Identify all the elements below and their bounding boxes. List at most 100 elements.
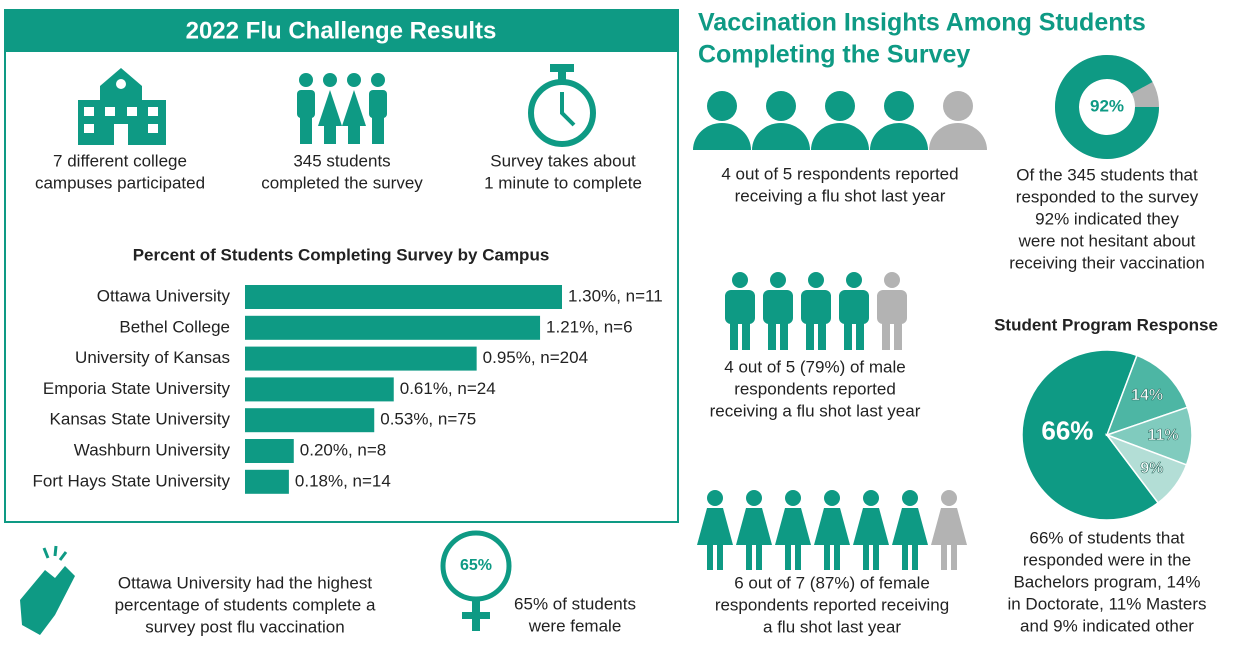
value-label: 1.30%, n=11 — [568, 286, 663, 305]
person-body — [870, 123, 928, 150]
highlight-text: Ottawa University had the highest — [118, 573, 372, 592]
female-head — [941, 490, 957, 506]
insights-title: Completing the Survey — [698, 41, 970, 69]
female-symbol: 65% — [440, 530, 512, 631]
results-title: 2022 Flu Challenge Results — [186, 17, 497, 44]
stat-text: Survey takes about — [490, 151, 636, 170]
pie-title: Student Program Response — [994, 315, 1218, 334]
pie-slice — [1104, 433, 1188, 504]
category-label: Ottawa University — [97, 286, 231, 305]
clap-icon — [20, 545, 75, 635]
male-leg — [844, 320, 852, 350]
insight-text: 4 out of 5 (79%) of male — [724, 357, 905, 376]
female-share-text: 65% of students — [514, 594, 636, 613]
person-head — [943, 91, 973, 121]
female-dress — [814, 508, 850, 545]
female-head — [785, 490, 801, 506]
bar — [245, 315, 541, 340]
insight-text: receiving a flu shot last year — [735, 186, 946, 205]
person-body — [929, 123, 987, 150]
bar — [245, 285, 562, 309]
female-leg — [951, 544, 957, 570]
female-badge: 65% — [460, 557, 492, 574]
bar — [245, 408, 375, 433]
insight-text: responded to the survey — [1016, 187, 1199, 206]
pie-label: 14% — [1131, 387, 1163, 404]
results-header — [5, 10, 678, 52]
insight-text: respondents reported — [734, 379, 896, 398]
male-leg — [818, 320, 826, 350]
person-body — [752, 123, 810, 150]
male-leg — [742, 320, 750, 350]
male-head — [808, 272, 824, 288]
female-head — [824, 490, 840, 506]
pie-slice — [1021, 349, 1160, 521]
category-label: Fort Hays State University — [33, 471, 231, 490]
insight-text: Of the 345 students that — [1016, 165, 1198, 184]
female-leg — [785, 544, 791, 570]
female-dress — [892, 508, 928, 545]
pie-label: 9% — [1140, 460, 1163, 477]
female-leg — [902, 544, 908, 570]
female-leg — [824, 544, 830, 570]
male-leg — [730, 320, 738, 350]
male-leg — [806, 320, 814, 350]
category-label: University of Kansas — [75, 348, 230, 367]
insight-text: in Doctorate, 11% Masters — [1007, 594, 1206, 613]
female-head — [746, 490, 762, 506]
category-label: Kansas State University — [50, 410, 231, 429]
category-label: Washburn University — [74, 440, 231, 459]
pie-label: 11% — [1147, 427, 1178, 444]
female-leg — [941, 544, 947, 570]
female-head — [863, 490, 879, 506]
male-body — [725, 290, 755, 324]
value-label: 0.20%, n=8 — [300, 440, 387, 459]
students-icon — [297, 73, 387, 144]
female-leg — [863, 544, 869, 570]
female-leg — [834, 544, 840, 570]
value-label: 0.18%, n=14 — [295, 471, 391, 490]
insight-text: and 9% indicated other — [1020, 616, 1194, 635]
male-body — [877, 290, 907, 324]
male-body — [801, 290, 831, 324]
insight-text: 4 out of 5 respondents reported — [721, 164, 958, 183]
female-leg — [717, 544, 723, 570]
category-label: Bethel College — [119, 317, 230, 336]
female-head — [707, 490, 723, 506]
male-leg — [894, 320, 902, 350]
person-head — [766, 91, 796, 121]
value-label: 0.53%, n=75 — [380, 410, 476, 429]
value-label: 0.95%, n=204 — [483, 348, 588, 367]
female-head — [902, 490, 918, 506]
insight-text: respondents reported receiving — [715, 595, 949, 614]
female-leg — [873, 544, 879, 570]
male-body — [763, 290, 793, 324]
stat-text: 7 different college — [53, 151, 187, 170]
male-head — [732, 272, 748, 288]
value-label: 0.61%, n=24 — [400, 379, 496, 398]
female-leg — [756, 544, 762, 570]
insight-text: 92% indicated they — [1035, 209, 1179, 228]
stat-text: 1 minute to complete — [484, 173, 642, 192]
value-label: 1.21%, n=6 — [546, 317, 633, 336]
female-leg — [795, 544, 801, 570]
bar — [245, 346, 477, 371]
highlight-text: percentage of students complete a — [115, 595, 376, 614]
stat-text: campuses participated — [35, 173, 205, 192]
insights-title: Vaccination Insights Among Students — [698, 9, 1146, 37]
insight-text: responded were in the — [1023, 550, 1191, 569]
donut-label: 92% — [1090, 96, 1124, 115]
female-share-text: were female — [528, 616, 622, 635]
insight-text: receiving their vaccination — [1009, 253, 1205, 272]
male-leg — [768, 320, 776, 350]
female-leg — [912, 544, 918, 570]
donut-arc — [1055, 54, 1159, 159]
person-head — [707, 91, 737, 121]
highlight-text: survey post flu vaccination — [145, 617, 344, 636]
insight-text: receiving a flu shot last year — [710, 401, 921, 420]
female-leg — [746, 544, 752, 570]
person-body — [811, 123, 869, 150]
male-head — [884, 272, 900, 288]
pie-slice — [1105, 354, 1189, 437]
